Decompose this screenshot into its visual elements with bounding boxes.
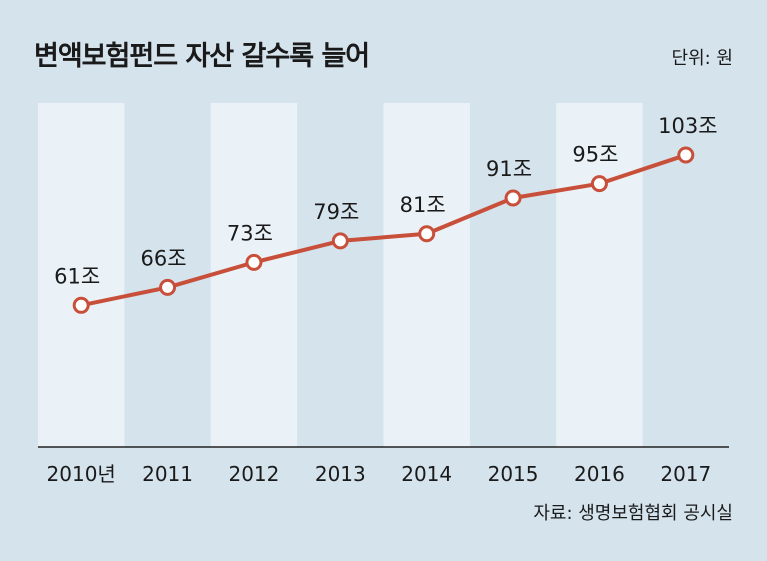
- data-label: 79조: [313, 200, 359, 224]
- data-point: [72, 296, 90, 314]
- data-label: 91조: [486, 157, 532, 181]
- data-point: [331, 232, 349, 250]
- source-note: 자료: 생명보험협회 공시실: [533, 503, 733, 524]
- data-label: 81조: [400, 193, 446, 217]
- data-label: 73조: [227, 221, 273, 245]
- x-tick-label: 2015: [488, 462, 539, 486]
- data-label: 61조: [54, 264, 100, 288]
- x-tick-label: 2013: [315, 462, 366, 486]
- data-label: 103조: [658, 114, 717, 138]
- data-label: 95조: [572, 143, 618, 167]
- data-point: [159, 278, 177, 296]
- data-point: [418, 225, 436, 243]
- chart-title: 변액보험펀드 자산 갈수록 늘어: [34, 41, 370, 72]
- column-band: [210, 103, 298, 447]
- data-point: [677, 146, 695, 164]
- data-label: 66조: [141, 246, 187, 270]
- column-band: [383, 103, 470, 447]
- data-point: [590, 175, 608, 193]
- series-line: [79, 153, 688, 308]
- x-tick-label: 2016: [574, 462, 625, 486]
- x-tick-label: 2012: [228, 462, 279, 486]
- x-tick-label: 2017: [660, 462, 711, 486]
- data-point: [504, 189, 522, 207]
- data-point: [245, 253, 263, 271]
- x-tick-label: 2011: [142, 462, 193, 486]
- unit-label: 단위: 원: [671, 48, 733, 69]
- x-tick-label: 2010년: [47, 462, 116, 486]
- column-band: [38, 103, 125, 447]
- x-tick-label: 2014: [401, 462, 452, 486]
- column-band: [556, 103, 643, 447]
